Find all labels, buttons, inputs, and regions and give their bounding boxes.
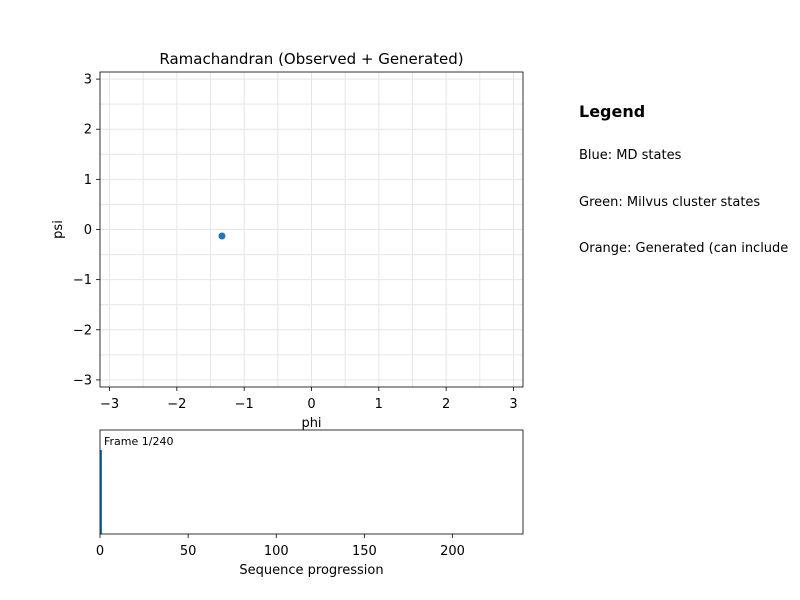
ramachandran-title: Ramachandran (Observed + Generated)	[159, 50, 463, 68]
sequence-x-ticks: 0 50 100 150 200	[96, 534, 465, 559]
x-tick-label: 200	[440, 544, 465, 559]
x-tick-label: 150	[352, 544, 377, 559]
x-tick-label: 100	[264, 544, 289, 559]
y-tick-label: 0	[84, 223, 92, 238]
legend-line-md: Blue: MD states	[579, 148, 682, 163]
y-tick-label: 3	[84, 73, 92, 88]
ramachandran-y-axis-label: psi	[51, 220, 66, 239]
sequence-frame	[99, 429, 524, 535]
x-tick-label: 0	[307, 397, 315, 412]
data-point	[218, 232, 226, 240]
x-tick-label: 50	[180, 544, 197, 559]
ramachandran-y-ticks: −3 −2 −1 0 1 2 3	[73, 73, 100, 388]
x-tick-label: 3	[509, 397, 517, 412]
sequence-progress-bar	[100, 450, 102, 534]
x-tick-label: −1	[235, 397, 254, 412]
x-tick-label: 0	[96, 544, 104, 559]
sequence-x-axis-label: Sequence progression	[239, 563, 383, 578]
legend-line-milvus: Green: Milvus cluster states	[579, 194, 761, 210]
ramachandran-x-axis-label: phi	[301, 416, 321, 431]
x-tick-label: 1	[375, 397, 383, 412]
ramachandran-x-ticks: −3 −2 −1 0 1 2 3	[100, 387, 518, 412]
sequence-progression-plot: Frame 1/240 0 50 100 150 200 Sequence progre…	[96, 429, 524, 578]
legend-panel: Legend Blue: MD states Green: Milvus clu…	[579, 100, 800, 287]
x-tick-label: 2	[442, 397, 450, 412]
y-tick-label: 2	[84, 123, 92, 138]
y-tick-label: 1	[84, 173, 92, 188]
ramachandran-plot: −3 −2 −1 0 1 2 3 −3 −2 −1 0 1 2 3 Ramachandran (Obse…	[51, 50, 524, 431]
legend-title: Legend	[579, 102, 646, 121]
frame-counter-label: Frame 1/240	[104, 435, 173, 448]
ramachandran-grid	[100, 72, 523, 387]
sequence-plot-area	[100, 430, 523, 534]
x-tick-label: −3	[100, 397, 119, 412]
x-tick-label: −2	[167, 397, 186, 412]
legend-line-generated: Orange: Generated (can include	[579, 241, 789, 256]
y-tick-label: −1	[73, 273, 92, 288]
y-tick-label: −3	[73, 373, 92, 388]
ramachandran-points	[218, 232, 226, 240]
y-tick-label: −2	[73, 323, 92, 338]
